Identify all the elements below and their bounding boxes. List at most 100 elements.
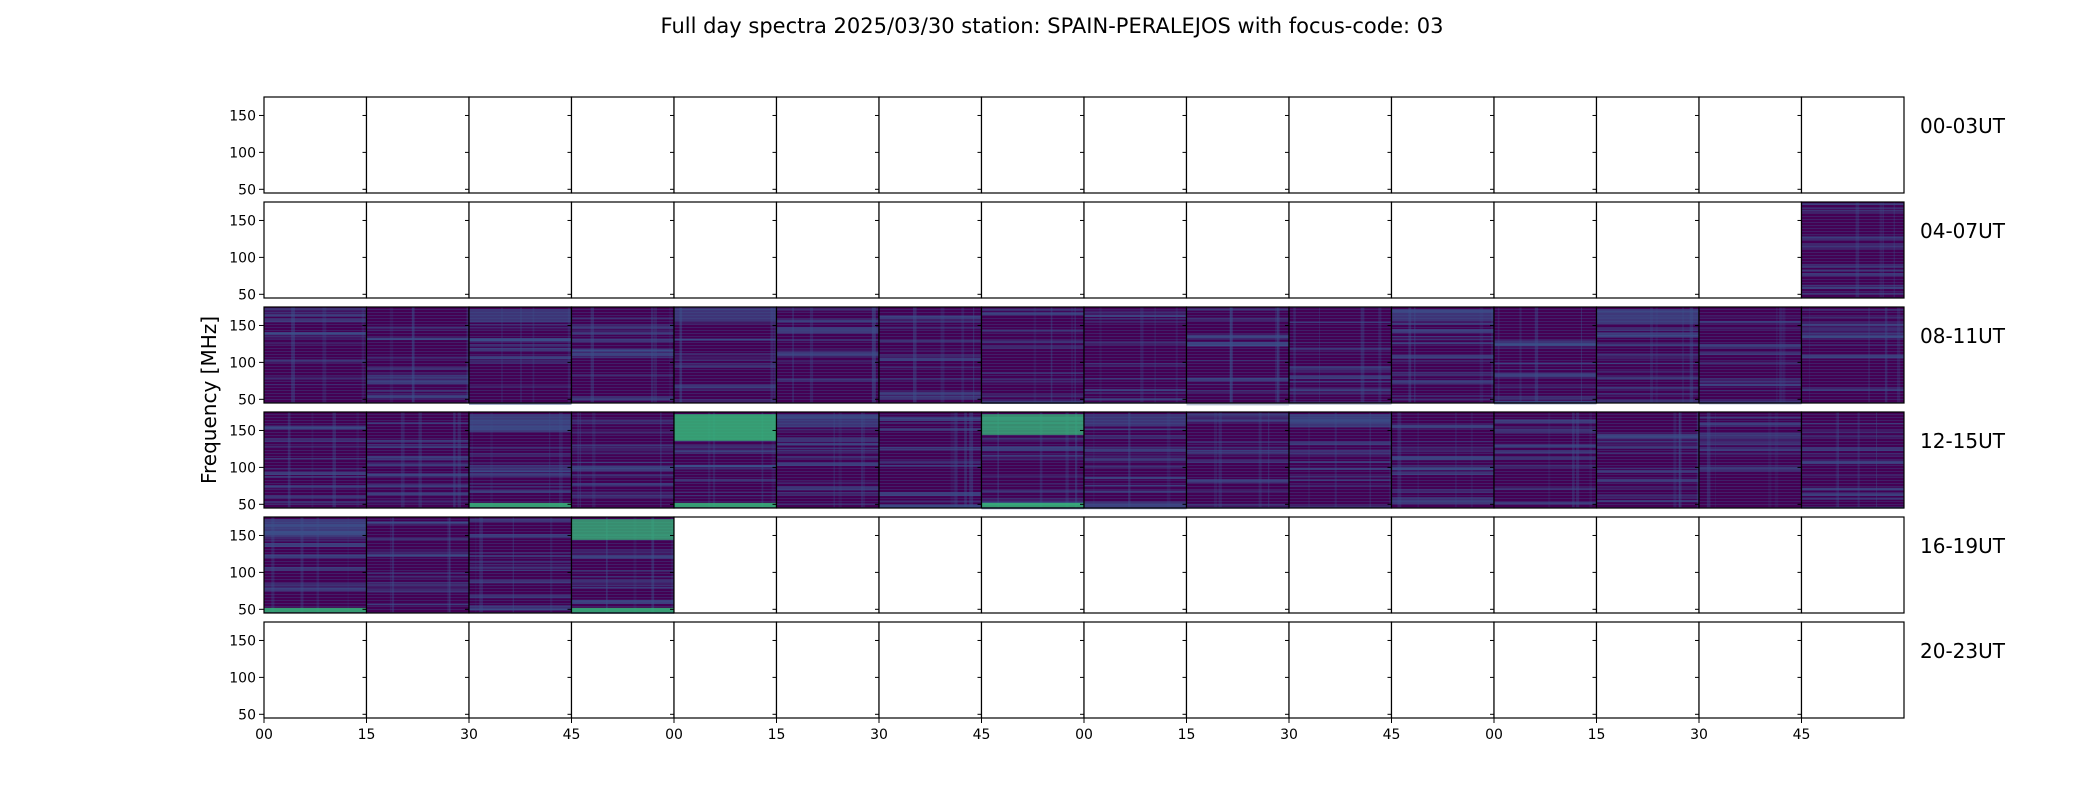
spectrum-panel — [263, 306, 368, 404]
x-tick-label: 15 — [1178, 727, 1196, 743]
spectrum-panel — [465, 516, 573, 614]
y-tick-label: 150 — [229, 423, 256, 439]
spectra-row: 150 100 50 20-23UT — [229, 621, 2006, 723]
spectrum-panel — [1285, 411, 1394, 509]
y-tick-label: 50 — [238, 497, 256, 513]
spectra-row: 150 100 50 00-03UT — [229, 96, 2006, 198]
x-tick-label: 15 — [358, 727, 376, 743]
x-tick-label: 00 — [665, 727, 683, 743]
spectrum-panel — [465, 96, 573, 194]
spectrum-panel — [1387, 411, 1495, 509]
spectrum-panel — [1797, 411, 1905, 509]
spectrum-panel — [465, 201, 573, 299]
spectrum-panel — [1592, 621, 1700, 719]
spectrum-panel — [875, 96, 983, 194]
spectra-rows: 150 100 50 00-03UT 150 100 50 04-07UT 150 100 50 08… — [229, 96, 2006, 723]
row-label: 08-11UT — [1920, 324, 2006, 348]
spectrum-panel — [1285, 201, 1393, 299]
y-tick-label: 100 — [229, 670, 256, 686]
spectrum-panel — [1695, 621, 1803, 719]
spectrum-panel — [875, 306, 983, 404]
spectrum-panel — [670, 201, 778, 299]
spectrum-panel — [977, 621, 1085, 719]
spectrum-panel — [772, 411, 880, 509]
spectrum-panel — [875, 411, 983, 509]
y-tick-label: 50 — [238, 392, 256, 408]
spectrum-panel — [977, 516, 1085, 614]
spectrum-panel — [567, 621, 675, 719]
row-label: 00-03UT — [1920, 114, 2006, 138]
spectrum-panel — [875, 201, 983, 299]
spectrum-panel — [567, 516, 675, 614]
x-axis-ticks: 00 15 30 45 00 15 30 45 00 15 30 45 00 15 30 45 — [255, 718, 1810, 743]
y-tick-label: 100 — [229, 250, 256, 266]
spectrum-panel — [1080, 516, 1188, 614]
y-tick-label: 50 — [238, 602, 256, 618]
spectrum-panel — [1592, 96, 1700, 194]
spectrum-panel — [1695, 411, 1803, 509]
x-tick-label: 00 — [1485, 727, 1503, 743]
y-tick-label: 150 — [229, 633, 256, 649]
y-tick-label: 100 — [229, 145, 256, 161]
spectrum-panel — [465, 306, 573, 405]
spectrum-panel — [1080, 201, 1188, 299]
x-tick-label: 30 — [1690, 727, 1708, 743]
y-tick-label: 50 — [238, 182, 256, 198]
y-tick-label: 50 — [238, 287, 256, 303]
x-tick-label: 15 — [768, 727, 786, 743]
spectrum-panel — [1592, 201, 1700, 299]
spectrum-panel — [362, 411, 470, 509]
spectrum-panel — [1695, 201, 1803, 299]
row-label: 20-23UT — [1920, 639, 2006, 663]
spectrum-panel — [263, 96, 368, 194]
spectrum-panel — [1695, 96, 1803, 194]
spectrum-panel — [1080, 306, 1188, 404]
spectrum-panel — [670, 306, 778, 404]
x-tick-label: 45 — [1383, 727, 1401, 743]
spectrum-panel — [977, 411, 1085, 510]
spectrum-panel — [567, 96, 675, 194]
row-label: 16-19UT — [1920, 534, 2006, 558]
spectrum-panel — [1797, 621, 1905, 719]
spectra-row: 150 100 50 08-11UT — [229, 306, 2006, 408]
spectrum-panel — [263, 411, 368, 509]
spectrum-panel — [1490, 411, 1598, 509]
spectrum-panel — [1182, 621, 1290, 719]
spectrum-panel — [670, 411, 778, 509]
spectrum-panel — [670, 96, 778, 194]
spectrum-panel — [1695, 306, 1803, 405]
spectrum-panel — [875, 621, 983, 719]
x-tick-label: 45 — [973, 727, 991, 743]
spectrum-panel — [1080, 411, 1188, 510]
spectrum-panel — [1490, 201, 1598, 299]
spectrum-panel — [362, 96, 470, 194]
spectrum-panel — [362, 201, 470, 299]
y-tick-label: 150 — [229, 213, 256, 229]
spectrum-panel — [362, 621, 470, 719]
spectrum-panel — [772, 201, 880, 299]
row-label: 12-15UT — [1920, 429, 2006, 453]
spectrum-panel — [567, 411, 675, 509]
spectrum-panel — [1080, 96, 1188, 194]
spectrum-panel — [1592, 306, 1700, 404]
x-tick-label: 00 — [1075, 727, 1093, 743]
spectrum-panel — [465, 411, 573, 509]
x-tick-label: 30 — [1280, 727, 1298, 743]
spectrum-panel — [1182, 306, 1290, 406]
spectrum-panel — [1182, 201, 1290, 299]
x-tick-label: 15 — [1588, 727, 1606, 743]
spectrum-panel — [465, 621, 573, 719]
spectrum-panel — [875, 516, 983, 614]
x-tick-label: 45 — [563, 727, 581, 743]
spectrum-panel — [670, 516, 778, 614]
spectra-row: 150 100 50 16-19UT — [229, 516, 2006, 618]
y-tick-label: 150 — [229, 318, 256, 334]
spectrum-panel — [977, 306, 1085, 404]
x-tick-label: 00 — [255, 727, 273, 743]
spectrum-panel — [1797, 306, 1905, 404]
spectrum-panel — [1285, 96, 1393, 194]
y-tick-label: 50 — [238, 707, 256, 723]
x-tick-label: 30 — [460, 727, 478, 743]
spectrum-panel — [1387, 96, 1495, 194]
